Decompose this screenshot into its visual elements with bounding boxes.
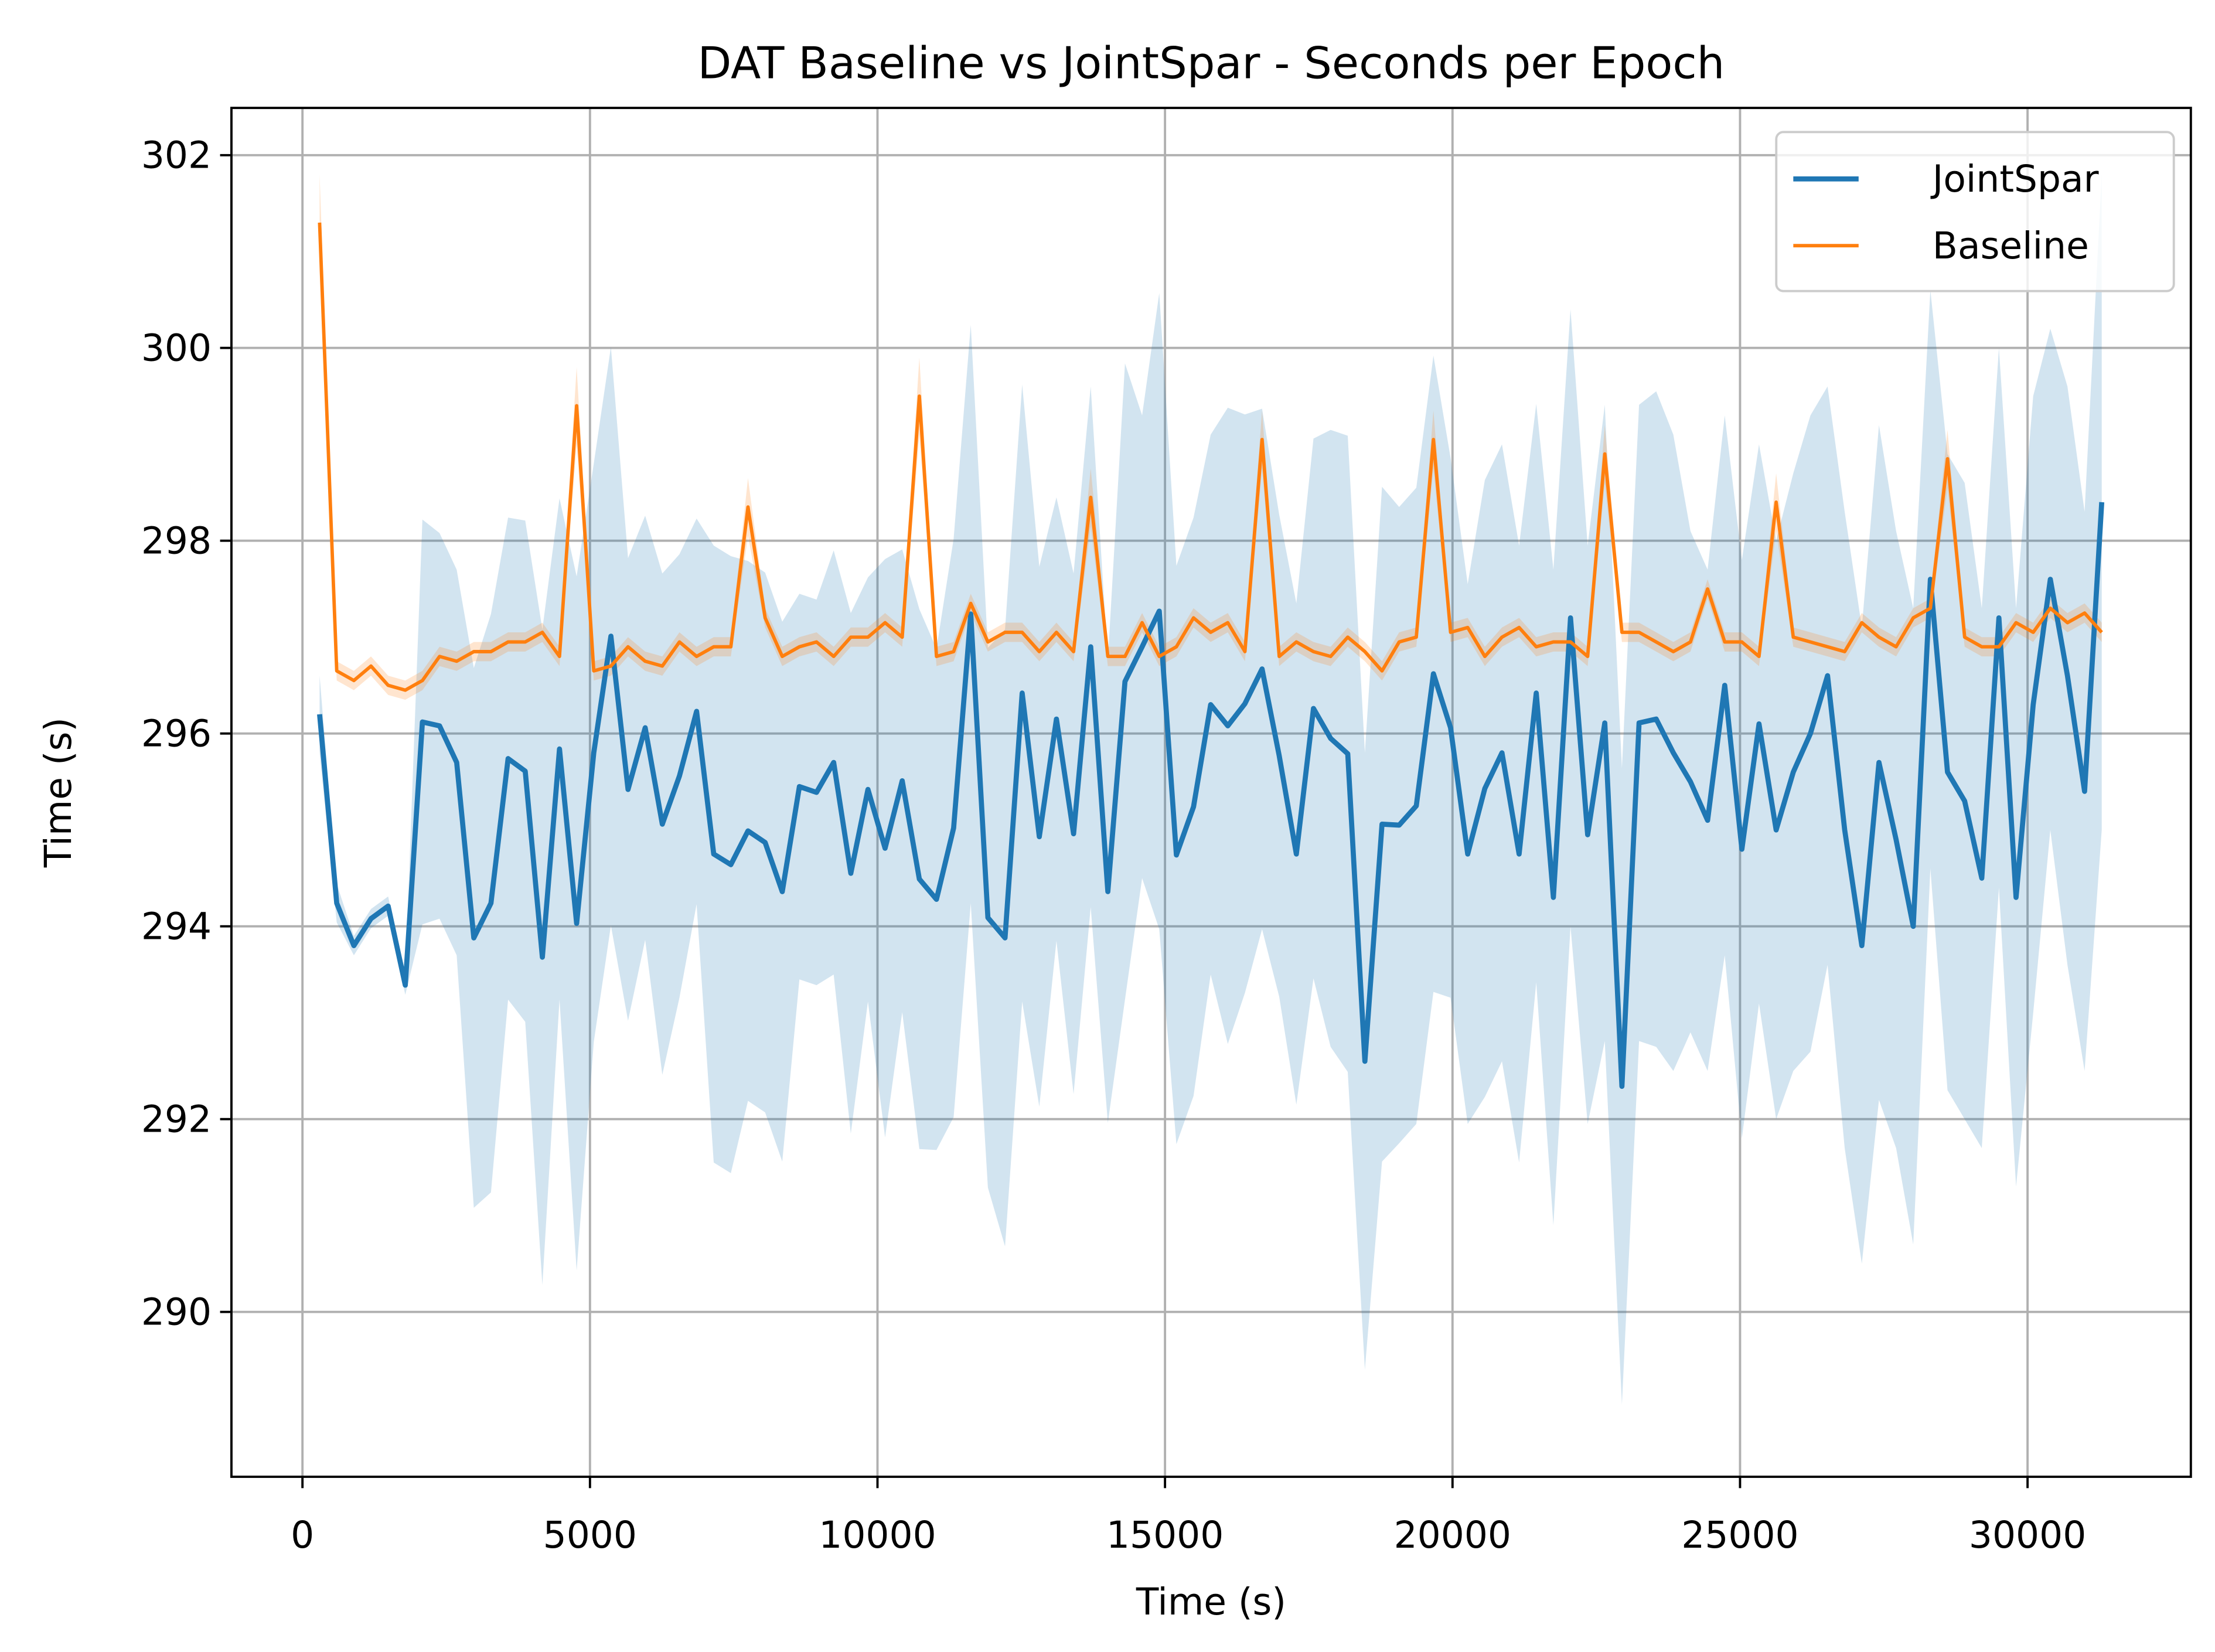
std-band: [319, 174, 2102, 1405]
legend-label: Baseline: [1933, 224, 2089, 267]
series-line: [318, 222, 2103, 692]
chart-title: DAT Baseline vs JointSpar - Seconds per …: [697, 37, 1725, 88]
y-tick-label: 298: [141, 520, 212, 563]
x-tick-label: 0: [291, 1514, 314, 1556]
x-tick-label: 10000: [819, 1514, 936, 1556]
y-tick-label: 296: [141, 713, 212, 755]
y-tick-label: 290: [141, 1291, 212, 1334]
y-tick-label: 302: [141, 134, 212, 177]
x-axis-label: Time (s): [1136, 1581, 1286, 1623]
y-tick-label: 300: [141, 327, 212, 370]
y-tick-label: 292: [141, 1098, 212, 1141]
legend-box: [1775, 131, 2175, 292]
x-tick-label: 20000: [1394, 1514, 1511, 1556]
y-tick-label: 294: [141, 905, 212, 948]
ticks: 0 5000 10000 15000 20000 25000 30000 290 292 294 2…: [141, 134, 2086, 1557]
lines: [317, 222, 2105, 1089]
x-tick-label: 5000: [543, 1514, 637, 1556]
x-tick-label: 15000: [1106, 1514, 1224, 1556]
plot-frame: [230, 107, 2192, 1478]
legend: JointSpar Baseline: [1775, 131, 2175, 292]
bands: [319, 174, 2102, 1405]
x-tick-label: 30000: [1969, 1514, 2086, 1556]
x-tick-label: 25000: [1681, 1514, 1798, 1556]
legend-label: JointSpar: [1930, 158, 2099, 200]
y-axis-label: Time (s): [37, 717, 80, 868]
series-line: [317, 502, 2105, 1089]
